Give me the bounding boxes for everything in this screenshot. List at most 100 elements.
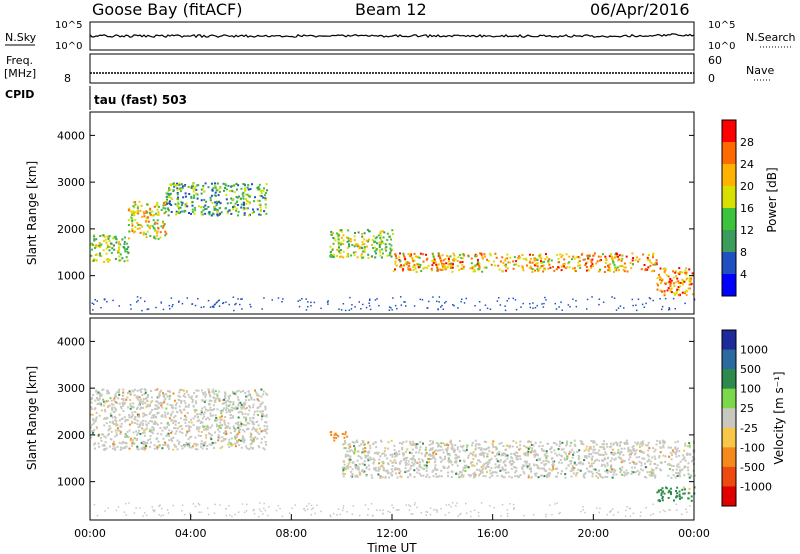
power-cell	[621, 264, 624, 267]
velocity-cell	[185, 434, 187, 437]
power-cell	[432, 262, 435, 264]
power-cell	[381, 256, 383, 259]
power-cell	[298, 305, 301, 308]
velocity-cell	[125, 445, 128, 448]
power-cell	[361, 241, 364, 243]
velocity-cell	[376, 509, 378, 511]
velocity-cell	[117, 389, 120, 392]
velocity-cell	[233, 435, 236, 438]
velocity-cell	[538, 467, 541, 470]
power-cell	[92, 243, 94, 246]
power-cell	[434, 261, 437, 264]
power-cell	[372, 247, 374, 249]
velocity-cell	[175, 402, 178, 405]
power-cell	[165, 201, 168, 204]
power-cell	[677, 281, 680, 284]
velocity-cell	[533, 472, 536, 475]
velocity-cell	[183, 392, 186, 395]
power-cell	[127, 246, 130, 249]
velocity-cell	[134, 388, 137, 391]
velocity-cell	[501, 466, 504, 469]
velocity-cell	[474, 444, 477, 447]
power-cell	[561, 254, 564, 257]
velocity-cell	[450, 505, 452, 508]
velocity-cell	[668, 468, 671, 470]
power-cell	[230, 212, 233, 215]
power-cell	[545, 299, 547, 301]
velocity-cell	[659, 461, 662, 464]
velocity-cell	[612, 468, 615, 471]
power-cell	[446, 254, 449, 257]
velocity-cell	[161, 406, 164, 409]
velocity-cell	[95, 416, 98, 419]
velocity-cell	[196, 420, 199, 423]
velocity-cell	[635, 456, 638, 459]
velocity-cell	[205, 434, 208, 437]
power-cell	[233, 309, 235, 312]
velocity-cell	[201, 407, 204, 410]
velocity-cell	[113, 406, 116, 409]
power-cell	[166, 198, 168, 201]
power-cell	[245, 207, 248, 210]
velocity-cell	[515, 456, 518, 459]
velocity-cell	[629, 456, 632, 459]
velocity-cell	[455, 456, 458, 459]
velocity-cell	[638, 446, 641, 448]
velocity-cell	[259, 410, 262, 413]
power-cell	[452, 260, 455, 263]
velocity-cell	[687, 469, 690, 472]
velocity-cell	[200, 445, 202, 448]
velocity-cell	[506, 513, 509, 515]
velocity-cell	[553, 449, 556, 452]
power-cell	[250, 306, 252, 308]
power-cell	[502, 261, 505, 264]
power-cell	[329, 251, 332, 253]
velocity-cell	[142, 400, 145, 403]
power-cell	[476, 254, 478, 257]
velocity-cell	[188, 426, 191, 429]
velocity-cell	[348, 461, 351, 464]
power-cell	[638, 258, 641, 261]
velocity-cell	[102, 448, 105, 451]
power-cell	[461, 257, 464, 260]
power-cell	[191, 201, 194, 203]
power-cell	[452, 252, 455, 255]
velocity-cell	[190, 397, 193, 400]
velocity-cell	[624, 442, 626, 445]
power-cell	[138, 200, 141, 203]
velocity-cell	[174, 415, 177, 417]
velocity-cell	[189, 425, 192, 428]
velocity-cell	[491, 474, 494, 477]
power-cell	[683, 280, 686, 283]
velocity-cell	[375, 469, 378, 472]
velocity-cell	[470, 462, 472, 465]
power-cell	[107, 245, 109, 248]
velocity-cell	[591, 455, 594, 458]
velocity-cell	[644, 476, 646, 478]
velocity-cell	[118, 402, 121, 405]
velocity-cell	[573, 439, 576, 442]
velocity-cell	[203, 406, 206, 409]
power-cell	[224, 183, 227, 186]
velocity-cell	[446, 450, 449, 453]
power-cell	[461, 261, 464, 263]
power-cell	[538, 254, 541, 257]
power-cell	[660, 282, 663, 285]
velocity-cell	[362, 463, 364, 465]
velocity-cell	[425, 451, 428, 454]
velocity-cell	[451, 502, 454, 504]
power-cell	[198, 205, 200, 208]
velocity-cell	[389, 511, 391, 513]
velocity-cell	[355, 441, 358, 444]
velocity-cell	[497, 464, 500, 467]
velocity-cell	[168, 390, 170, 393]
power-cell	[169, 192, 172, 195]
power-cell	[117, 243, 120, 246]
power-cell	[160, 302, 162, 304]
power-cell	[666, 289, 669, 292]
power-cell	[672, 297, 675, 300]
velocity-cell	[576, 471, 579, 474]
power-cell	[528, 261, 531, 264]
power-cell	[356, 243, 359, 246]
velocity-cell	[169, 390, 172, 393]
